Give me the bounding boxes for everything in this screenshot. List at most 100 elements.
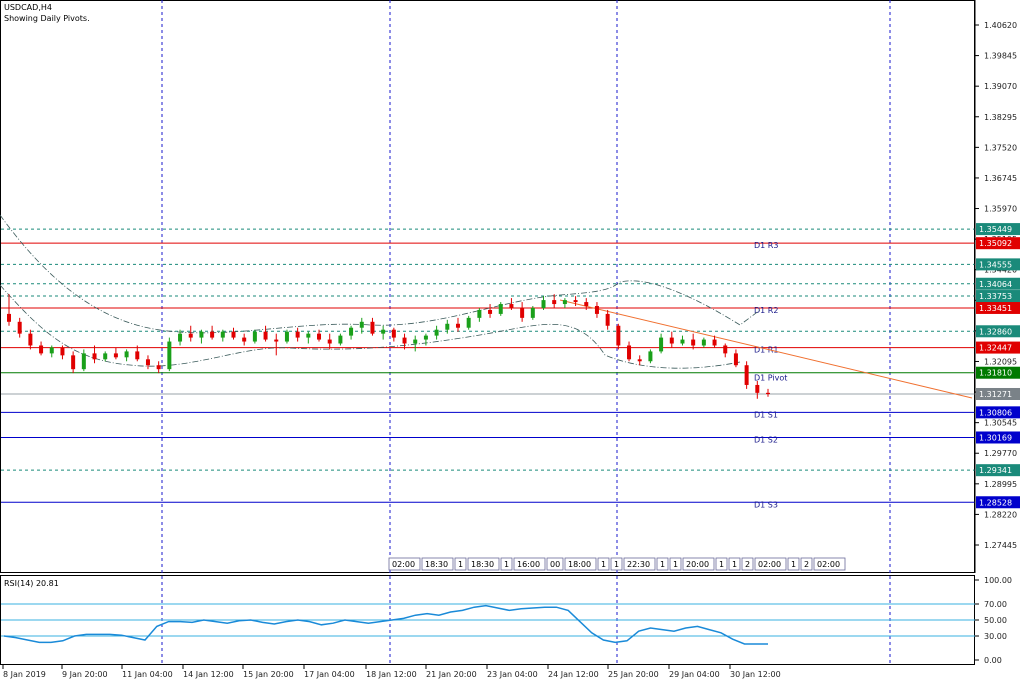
rsi-axis-label: 100.00 bbox=[984, 576, 1012, 585]
candle-body bbox=[145, 359, 150, 366]
session-tags: 02:00 18:30 1 18:30 1 16:00 00 18:00 1 1 22:30 1 1 20… bbox=[388, 557, 846, 571]
level-price-tag bbox=[976, 277, 1020, 290]
time-axis-label: 24 Jan 12:00 bbox=[548, 670, 599, 679]
candle-body bbox=[113, 353, 118, 358]
session-tag bbox=[513, 557, 546, 571]
candle-body bbox=[712, 339, 717, 346]
time-axis-label: 18 Jan 12:00 bbox=[366, 670, 417, 679]
session-tag bbox=[715, 557, 728, 571]
candle-body bbox=[445, 323, 450, 330]
session-tag bbox=[623, 557, 656, 571]
candle-body bbox=[231, 331, 236, 338]
session-tag bbox=[800, 557, 813, 571]
current-price-tag bbox=[976, 387, 1020, 400]
candle-body bbox=[317, 333, 322, 340]
level-price-tag bbox=[976, 301, 1020, 314]
price-axis-label: 1.30545 bbox=[984, 419, 1017, 428]
envelope-bands bbox=[0, 214, 761, 369]
candle-body bbox=[669, 337, 674, 344]
level-price-tag bbox=[976, 464, 1020, 477]
candle-body bbox=[81, 353, 86, 370]
level-price-tag bbox=[976, 290, 1020, 303]
candle-body bbox=[477, 309, 482, 318]
session-tag-text: 1 bbox=[719, 560, 724, 569]
candle-body bbox=[92, 353, 97, 360]
rsi-label: RSI(14) 20.81 bbox=[4, 579, 59, 588]
time-axis-label: 11 Jan 04:00 bbox=[122, 670, 173, 679]
candlesticks bbox=[7, 294, 770, 399]
session-tag-text: 16:00 bbox=[517, 560, 540, 569]
candle-body bbox=[327, 339, 332, 344]
trendline[interactable] bbox=[559, 299, 973, 399]
level-label: D1 S1 bbox=[754, 410, 778, 419]
price-axis-label: 1.29770 bbox=[984, 449, 1017, 458]
session-tag bbox=[421, 557, 454, 571]
candle-body bbox=[274, 339, 279, 342]
candle-body bbox=[755, 384, 760, 393]
level-price-tag-text: 1.29341 bbox=[979, 466, 1012, 475]
session-tag bbox=[754, 557, 787, 571]
session-tag-text: 02:00 bbox=[817, 560, 840, 569]
candle-body bbox=[60, 347, 65, 356]
level-price-tag-text: 1.33451 bbox=[979, 304, 1012, 313]
candle-body bbox=[744, 365, 749, 385]
session-tag bbox=[388, 557, 421, 571]
session-tag bbox=[682, 557, 715, 571]
session-tag-text: 00 bbox=[550, 560, 560, 569]
time-axis-label: 8 Jan 2019 bbox=[3, 670, 46, 679]
level-label: D1 R1 bbox=[754, 346, 778, 355]
level-price-tag bbox=[976, 325, 1020, 338]
level-price-tag-text: 1.31810 bbox=[979, 369, 1012, 378]
time-axis-label: 25 Jan 20:00 bbox=[608, 670, 659, 679]
envelope-lower bbox=[0, 284, 741, 369]
level-label: D1 Pivot bbox=[754, 374, 787, 383]
session-tag bbox=[741, 557, 754, 571]
price-axis-label: 1.40620 bbox=[984, 21, 1017, 30]
candle-body bbox=[680, 339, 685, 344]
candle-body bbox=[210, 331, 215, 338]
candle-body bbox=[28, 333, 33, 346]
time-axis-label: 30 Jan 12:00 bbox=[730, 670, 781, 679]
session-tag bbox=[669, 557, 682, 571]
pivot-subtitle: Showing Daily Pivots. bbox=[4, 14, 90, 23]
rsi-line bbox=[3, 604, 768, 645]
candle-body bbox=[349, 327, 354, 336]
level-price-tag bbox=[976, 258, 1020, 271]
time-axis-label: 15 Jan 20:00 bbox=[243, 670, 294, 679]
level-price-tag bbox=[976, 496, 1020, 509]
candle-body bbox=[306, 333, 311, 338]
candle-body bbox=[520, 307, 525, 318]
candle-body bbox=[167, 341, 172, 370]
level-price-tag bbox=[976, 341, 1020, 354]
candle-body bbox=[455, 323, 460, 328]
level-price-tag bbox=[976, 366, 1020, 379]
session-tag-text: 18:00 bbox=[568, 560, 591, 569]
candle-body bbox=[723, 345, 728, 354]
candle-body bbox=[391, 329, 396, 338]
candle-body bbox=[188, 333, 193, 338]
rsi-axis-label: 50.00 bbox=[984, 616, 1007, 625]
candle-body bbox=[562, 300, 567, 305]
session-tag bbox=[546, 557, 564, 571]
candle-body bbox=[605, 313, 610, 326]
level-price-tag bbox=[976, 237, 1020, 250]
candle-body bbox=[17, 321, 22, 334]
level-price-tag-text: 1.32447 bbox=[979, 344, 1012, 353]
candle-body bbox=[49, 347, 54, 354]
candle-body bbox=[627, 345, 632, 360]
candle-body bbox=[220, 331, 225, 338]
level-price-tag bbox=[976, 223, 1020, 236]
candle-body bbox=[295, 331, 300, 338]
candle-body bbox=[434, 329, 439, 336]
session-tag bbox=[467, 557, 500, 571]
session-tag bbox=[728, 557, 741, 571]
session-tag bbox=[787, 557, 800, 571]
candle-body bbox=[701, 339, 706, 346]
rsi-axis-label: 70.00 bbox=[984, 600, 1007, 609]
candle-body bbox=[648, 351, 653, 362]
price-axis-label: 1.32095 bbox=[984, 357, 1017, 366]
price-axis-label: 1.35970 bbox=[984, 205, 1017, 214]
session-tag-text: 1 bbox=[601, 560, 606, 569]
price-axis-label: 1.39070 bbox=[984, 82, 1017, 91]
